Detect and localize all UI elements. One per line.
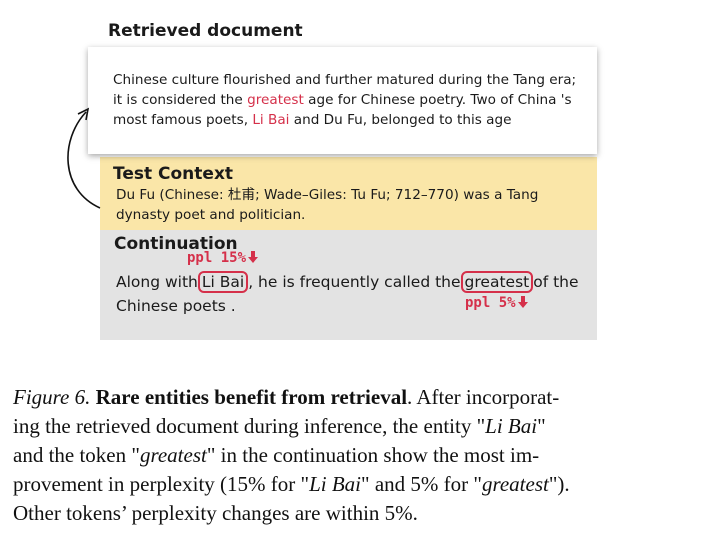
caption-label: Figure 6. [13,385,91,409]
figure: Retrieved document Chinese culture flour… [67,21,597,340]
ppl-value: ppl 5% [465,295,516,311]
doc-highlight-greatest: greatest [247,92,304,108]
test-context-title: Test Context [113,164,234,184]
caption-line: ing the retrieved document during infere… [13,412,693,441]
continuation-text: Along with Li Bai, he is frequently calle… [116,270,586,318]
retrieved-document-title: Retrieved document [108,21,303,41]
caption-text: "). [548,472,570,496]
caption-text: " in the continuation show the most im- [206,443,540,467]
cont-highlight-li-bai: Li Bai [197,271,249,293]
arrow-down-icon [248,251,259,263]
caption-text: " [537,414,546,438]
retrieval-arrow-icon [67,107,101,209]
caption-line: provement in perplexity (15% for "Li Bai… [13,470,693,499]
figure-caption: Figure 6. Rare entities benefit from ret… [13,383,693,528]
cont-text-part: of the Chinese poets . [116,273,579,315]
doc-highlight-li-bai: Li Bai [252,112,290,128]
caption-text: ing the retrieved document during infere… [13,414,486,438]
ppl-label-li-bai: ppl 15% [187,250,259,266]
caption-text: " and 5% for " [361,472,482,496]
doc-text-part: and Du Fu, belonged to this age [289,112,512,128]
arrow-down-icon [517,296,528,308]
caption-text: Other tokens’ perplexity changes are wit… [13,501,418,525]
caption-bold: Rare entities benefit from retrieval [95,385,408,409]
retrieved-document-text: Chinese culture flourished and further m… [113,70,583,130]
caption-text: . After incorporat- [407,385,560,409]
retrieved-document-card [88,47,597,154]
continuation-title: Continuation [114,234,238,254]
doc-text-part: age for Chinese poetry. Two of China 's … [113,92,572,128]
caption-line: Figure 6. Rare entities benefit from ret… [13,383,693,412]
caption-italic: greatest [481,472,549,496]
cont-highlight-greatest: greatest [460,271,534,293]
cont-text-part: Along with [116,273,198,291]
caption-text: provement in perplexity (15% for " [13,472,310,496]
ppl-label-greatest: ppl 5% [465,295,528,311]
ppl-value: ppl 15% [187,250,247,266]
caption-line: and the token "greatest" in the continua… [13,441,693,470]
test-context-text: Du Fu (Chinese: 杜甫; Wade–Giles: Tu Fu; 7… [116,187,539,223]
caption-line: Other tokens’ perplexity changes are wit… [13,499,693,528]
test-context-panel [100,157,597,230]
cont-text-part: , he is frequently called the [248,273,461,291]
doc-text-part: Chinese culture flourished and further m… [113,72,577,108]
caption-italic: greatest [139,443,207,467]
caption-italic: Li Bai [485,414,538,438]
caption-text: and the token " [13,443,140,467]
caption-italic: Li Bai [309,472,362,496]
